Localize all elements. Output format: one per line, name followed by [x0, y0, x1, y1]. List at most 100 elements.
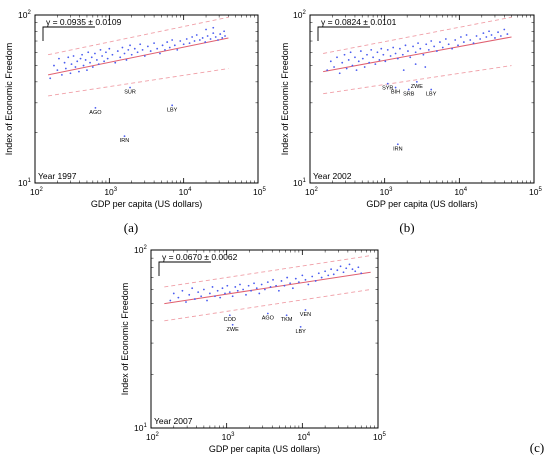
data-point: [366, 53, 368, 56]
data-point: [82, 64, 85, 67]
data-point: [87, 51, 90, 54]
fit-line: [164, 271, 371, 305]
country-label-srb: SRB: [403, 92, 415, 98]
data-point: [384, 60, 387, 63]
data-point: [64, 67, 67, 70]
data-point: [219, 33, 222, 35]
data-point: [327, 274, 330, 277]
data-point: [412, 45, 414, 48]
data-point: [317, 272, 320, 275]
data-point: [454, 39, 457, 41]
data-point: [351, 64, 354, 67]
x-tick-label: 103: [222, 432, 235, 442]
data-point: [301, 274, 304, 277]
data-point: [108, 47, 111, 50]
plot-frame: [309, 14, 535, 184]
country-label-zwe: ZWE: [411, 84, 424, 90]
labeled-data-point: [231, 323, 234, 326]
data-point: [462, 41, 465, 43]
data-point: [166, 41, 169, 43]
data-point: [414, 63, 417, 66]
x-tick-label: 104: [179, 187, 192, 197]
data-point: [247, 284, 250, 287]
data-point: [253, 282, 255, 285]
data-point: [212, 32, 215, 35]
data-point: [234, 286, 237, 288]
labeled-data-point: [386, 82, 389, 85]
data-point: [347, 59, 350, 61]
x-axis-title: GDP per capita (US dollars): [209, 444, 320, 454]
lower-band-line: [48, 68, 229, 97]
upper-band-line: [47, 16, 229, 56]
data-point: [129, 44, 131, 47]
data-point: [361, 57, 364, 60]
data-point: [119, 56, 122, 59]
data-point: [224, 35, 226, 37]
data-point: [439, 41, 441, 43]
data-point: [260, 283, 263, 286]
labeled-data-point: [285, 314, 288, 317]
data-point: [224, 292, 226, 295]
data-point: [81, 53, 83, 56]
y-tick-label: 101: [293, 178, 306, 188]
data-point: [171, 39, 174, 41]
data-point: [84, 59, 87, 61]
data-point: [469, 39, 472, 41]
data-point: [114, 61, 117, 64]
panel-letter: (b): [399, 220, 414, 235]
data-point: [275, 284, 277, 287]
data-point: [90, 56, 93, 59]
data-point: [239, 283, 241, 286]
data-point: [181, 289, 184, 292]
data-point: [67, 56, 70, 59]
data-point: [314, 280, 317, 282]
data-point: [357, 266, 360, 269]
data-point: [374, 63, 377, 66]
fit-line: [323, 36, 512, 73]
data-point: [336, 269, 339, 272]
data-point: [425, 43, 428, 46]
data-point: [338, 72, 341, 75]
data-point: [191, 36, 194, 38]
data-point: [399, 47, 401, 50]
y-tick-label: 101: [18, 178, 31, 188]
gamma-label: γ = 0.0935 ± 0.0109: [46, 17, 122, 27]
data-point: [417, 42, 419, 45]
data-point: [354, 56, 356, 59]
data-point: [382, 53, 385, 56]
data-point: [475, 35, 478, 37]
data-point: [283, 284, 286, 287]
x-tick-label: 102: [305, 187, 318, 197]
data-point: [280, 280, 283, 282]
data-point: [348, 263, 351, 266]
data-point: [409, 56, 412, 59]
data-point: [255, 287, 258, 290]
fit-line: [47, 37, 229, 76]
data-point: [143, 55, 146, 57]
labeled-data-point: [266, 312, 269, 315]
data-point: [404, 44, 407, 47]
x-axis-title: GDP per capita (US dollars): [91, 199, 202, 209]
country-label-zwe: ZWE: [227, 327, 240, 333]
data-point: [91, 66, 94, 68]
data-point: [326, 69, 329, 71]
data-point: [424, 66, 427, 68]
data-point: [401, 53, 404, 56]
data-point: [258, 292, 261, 295]
data-point: [360, 272, 363, 275]
data-point: [133, 47, 136, 50]
x-tick-label: 104: [454, 187, 467, 197]
data-point: [209, 38, 212, 40]
data-point: [266, 281, 269, 284]
data-point: [430, 40, 433, 42]
data-point: [311, 275, 314, 278]
data-point: [355, 69, 358, 71]
data-point: [482, 32, 485, 35]
y-tick-label: 101: [134, 423, 147, 433]
y-tick-label: 102: [293, 10, 306, 20]
data-point: [297, 281, 300, 284]
data-point: [172, 292, 175, 295]
